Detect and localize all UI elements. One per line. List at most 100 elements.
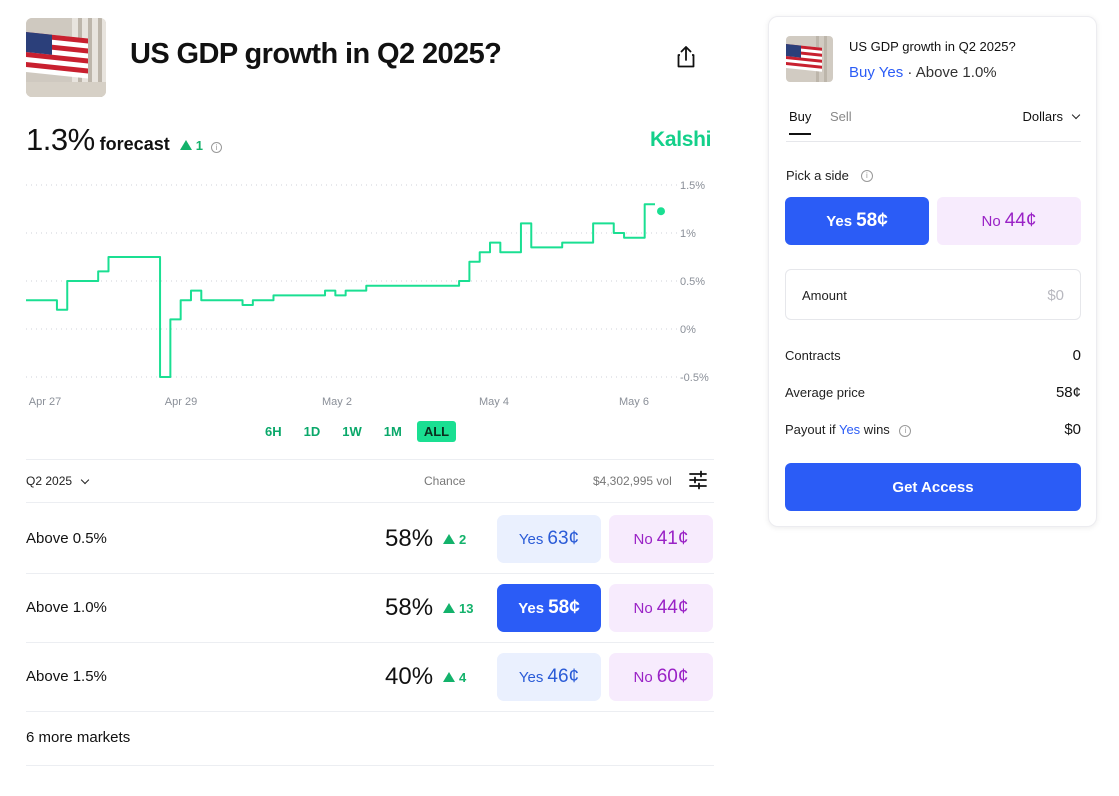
up-triangle-icon [443, 603, 455, 613]
forecast-chart: 1.5% 1% 0.5% 0% -0.5% Apr 27 Apr 29 May 2 May 4 M… [26, 180, 709, 408]
side-yes-button[interactable]: Yes 58¢ [785, 197, 929, 245]
chance-delta-value: 13 [459, 600, 474, 616]
tab-buy[interactable]: Buy [789, 109, 812, 135]
tab-sell[interactable]: Sell [830, 109, 852, 124]
chance-delta: 4 [443, 670, 466, 685]
market-name: Above 1.0% [26, 599, 107, 616]
up-triangle-icon [179, 140, 192, 150]
no-label: No [633, 599, 653, 617]
side-yes-label: Yes [826, 212, 853, 230]
buy-no-button[interactable]: No 41¢ [609, 515, 713, 563]
buy-yes-button[interactable]: Yes 58¢ [497, 584, 601, 632]
period-dropdown[interactable]: Q2 2025 [26, 474, 90, 488]
chance-value: 58% [385, 594, 434, 621]
market-row[interactable]: Above 0.5% 58% 2 Yes 63¢ No 41¢ [26, 504, 714, 573]
y-tick-label: 1% [680, 228, 696, 240]
x-tick-label: Apr 29 [165, 396, 197, 408]
market-row[interactable]: Above 1.0% 58% 13 Yes 58¢ No 44¢ [26, 573, 714, 642]
market-thumbnail [26, 18, 106, 97]
market-row[interactable]: Above 1.5% 40% 4 Yes 46¢ No 60¢ [26, 642, 714, 711]
payout-prefix: Payout if [785, 422, 839, 437]
trade-tabs: Buy Sell Dollars [786, 109, 1081, 142]
market-name: Above 1.5% [26, 668, 107, 685]
yes-label: Yes [518, 599, 545, 617]
payout-value: $0 [1064, 421, 1081, 438]
more-markets-link[interactable]: 6 more markets [26, 729, 131, 746]
get-access-button[interactable]: Get Access [785, 463, 1081, 511]
y-tick-label: -0.5% [680, 372, 709, 384]
side-no-price: 44¢ [1004, 210, 1037, 231]
buy-yes-button[interactable]: Yes 63¢ [497, 515, 601, 563]
chance-value: 58% [385, 525, 434, 552]
range-6h-button[interactable]: 6H [265, 424, 282, 439]
no-price: 41¢ [656, 528, 689, 549]
series-line [26, 203, 655, 378]
divider [26, 502, 714, 503]
side-no-button[interactable]: No 44¢ [937, 197, 1081, 245]
filter-sliders-icon[interactable] [688, 470, 708, 490]
buy-yes-button[interactable]: Yes 46¢ [497, 653, 601, 701]
up-triangle-icon [443, 672, 455, 682]
share-icon [677, 46, 695, 68]
range-1w-button[interactable]: 1W [342, 424, 362, 439]
y-tick-label: 0.5% [680, 276, 705, 288]
no-label: No [633, 668, 653, 686]
chevron-down-icon [1071, 110, 1081, 120]
chance-delta-value: 2 [459, 531, 467, 547]
side-no-label: No [981, 212, 1001, 230]
x-tick-label: May 6 [619, 396, 649, 408]
no-price: 60¢ [656, 666, 689, 687]
pick-side-label: Pick a side i [786, 168, 873, 183]
range-1m-button[interactable]: 1M [383, 424, 402, 439]
trade-panel: US GDP growth in Q2 2025? Buy Yes · Abov… [768, 16, 1097, 527]
panel-selection: Buy Yes · Above 1.0% [849, 64, 997, 81]
pick-side-text: Pick a side [786, 168, 849, 183]
yes-label: Yes [518, 530, 544, 548]
yes-price: 46¢ [547, 666, 580, 687]
range-all-button[interactable]: ALL [416, 421, 457, 442]
x-tick-label: Apr 27 [29, 396, 61, 408]
buy-no-button[interactable]: No 60¢ [609, 653, 713, 701]
kalshi-logo: Kalshi [650, 128, 712, 151]
yes-label: Yes [518, 668, 544, 686]
chance-delta: 2 [443, 532, 466, 547]
payout-yes: Yes [838, 422, 861, 437]
period-label: Q2 2025 [26, 474, 73, 488]
y-tick-label: 0% [680, 324, 696, 336]
market-chance: 58% 2 [385, 525, 466, 553]
us-flag-image [786, 36, 833, 82]
divider [26, 573, 714, 574]
chevron-down-icon [80, 475, 90, 484]
chance-delta: 13 [443, 601, 473, 616]
chance-delta-value: 4 [459, 669, 467, 685]
panel-title: US GDP growth in Q2 2025? [849, 39, 1016, 54]
average-price-label: Average price [785, 385, 865, 400]
currency-dropdown[interactable]: Dollars [1023, 109, 1081, 124]
forecast-value: 1.3% [26, 122, 95, 157]
range-1d-button[interactable]: 1D [303, 424, 321, 439]
series-end-point [657, 207, 665, 216]
amount-placeholder: $0 [1047, 287, 1064, 304]
divider [26, 711, 714, 712]
info-icon[interactable]: i [860, 169, 873, 182]
buy-yes-label: Buy Yes [849, 64, 904, 81]
contracts-row: Contracts 0 [785, 347, 1081, 364]
yes-price: 63¢ [547, 528, 580, 549]
divider [26, 765, 714, 766]
market-chance: 58% 13 [385, 594, 473, 622]
average-price-value: 58¢ [1055, 384, 1081, 401]
amount-input[interactable]: Amount $0 [785, 269, 1081, 320]
info-icon[interactable]: i [210, 142, 222, 153]
market-name: Above 0.5% [26, 530, 107, 547]
side-yes-price: 58¢ [856, 210, 888, 231]
info-icon[interactable]: i [899, 424, 912, 437]
buy-no-button[interactable]: No 44¢ [609, 584, 713, 632]
contracts-label: Contracts [785, 348, 841, 363]
divider [26, 642, 714, 643]
amount-label: Amount [802, 288, 847, 303]
divider [26, 459, 714, 460]
share-button[interactable] [672, 42, 700, 72]
forecast-delta-value: 1 [195, 137, 203, 153]
selected-market: Above 1.0% [915, 64, 997, 81]
no-price: 44¢ [656, 597, 689, 618]
